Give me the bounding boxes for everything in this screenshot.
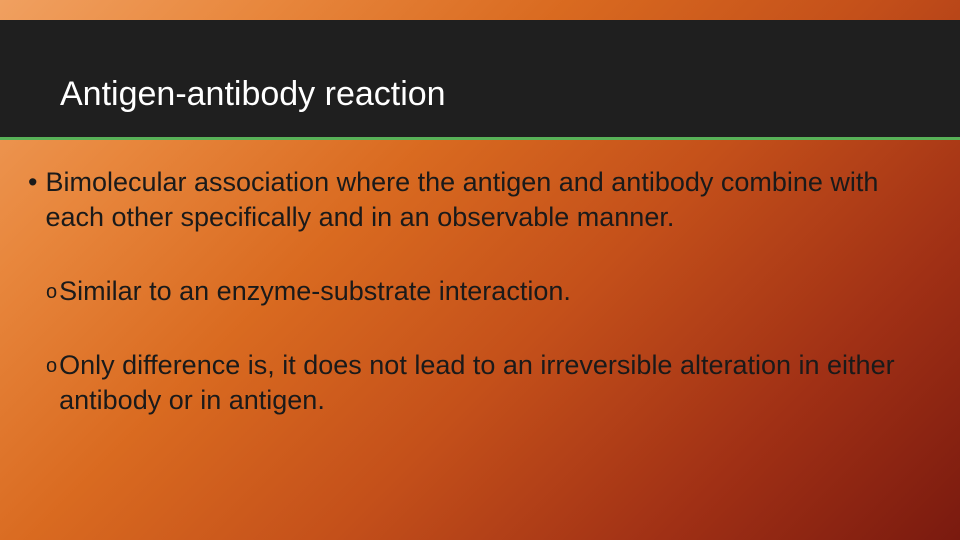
slide-content: • Bimolecular association where the anti… <box>28 165 932 457</box>
bullet-marker-circle: o <box>46 348 59 419</box>
title-bar: Antigen-antibody reaction <box>0 20 960 140</box>
bullet-level-2: o Only difference is, it does not lead t… <box>46 348 932 419</box>
bullet-level-2: o Similar to an enzyme-substrate interac… <box>46 274 932 310</box>
slide-title: Antigen-antibody reaction <box>60 75 446 114</box>
bullet-level-1: • Bimolecular association where the anti… <box>28 165 932 234</box>
bullet-marker-circle: o <box>46 274 59 310</box>
bullet-marker-dot: • <box>28 165 45 234</box>
bullet-text: Bimolecular association where the antige… <box>45 165 932 234</box>
bullet-text: Similar to an enzyme-substrate interacti… <box>59 274 571 310</box>
bullet-text: Only difference is, it does not lead to … <box>59 348 932 419</box>
